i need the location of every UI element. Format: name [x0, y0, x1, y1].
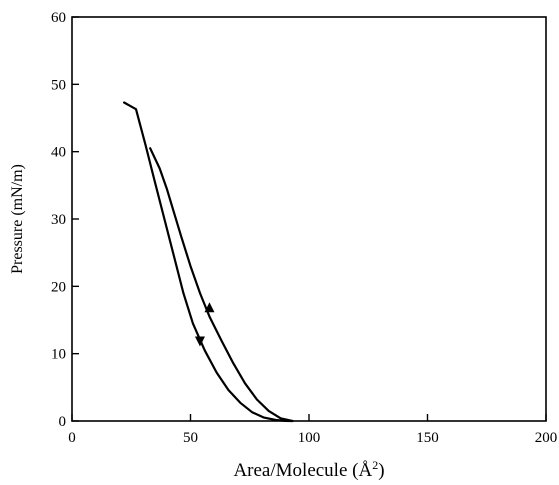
x-axis-title-text: Area/Molecule (Å: [233, 460, 372, 481]
y-axis-title: Pressure (mN/m): [9, 164, 26, 274]
axis-tick-labels: 0 50 100 150 200 0 10 20 30 40 50 60: [51, 10, 557, 446]
isotherm-curves: [122, 101, 294, 423]
x-axis-title-superscript: 2: [372, 458, 378, 472]
y-tick-label: 10: [51, 347, 66, 363]
plot-frame: [71, 16, 547, 422]
y-tick-label: 50: [51, 77, 66, 93]
y-tick-label: 30: [51, 212, 66, 228]
x-axis-title-close: ): [378, 460, 384, 481]
y-tick-label: 40: [51, 145, 66, 161]
arrow-down: [194, 336, 205, 347]
direction-arrows: [194, 302, 215, 347]
x-tick-label: 200: [535, 430, 558, 446]
x-tick-label: 50: [183, 430, 198, 446]
y-tick-label: 60: [51, 10, 66, 26]
x-tick-label: 100: [298, 430, 321, 446]
arrow-up: [204, 302, 215, 313]
x-axis-title: Area/Molecule (Å2): [233, 458, 384, 481]
isotherm-curve-expansion: [149, 147, 294, 423]
isotherm-curve-compression: [122, 101, 294, 423]
y-tick-label: 0: [59, 414, 67, 430]
x-tick-label: 150: [416, 430, 439, 446]
x-tick-label: 0: [68, 430, 76, 446]
axis-ticks: [71, 16, 547, 422]
y-tick-label: 20: [51, 279, 66, 295]
